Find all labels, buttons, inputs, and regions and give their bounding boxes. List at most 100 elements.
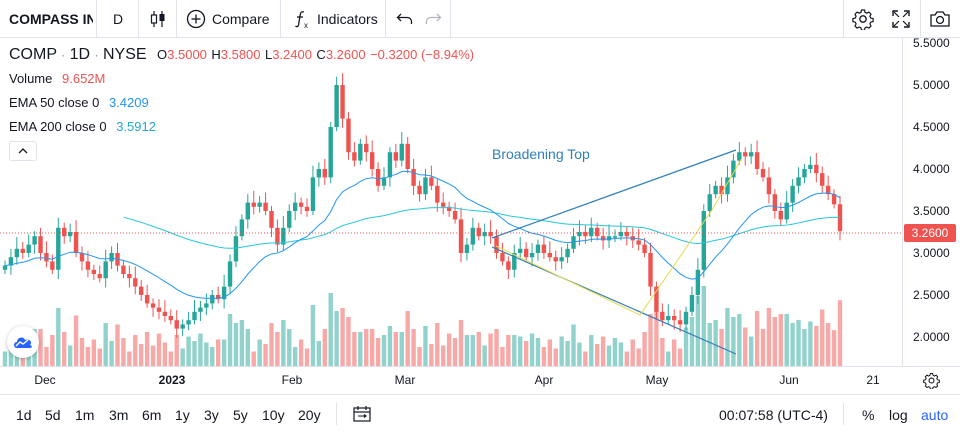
volume-bar bbox=[233, 323, 239, 366]
candle-body bbox=[381, 177, 387, 186]
volume-bar bbox=[825, 323, 831, 366]
volume-bar bbox=[523, 341, 529, 366]
candle-body bbox=[648, 253, 653, 287]
volume-bar bbox=[772, 317, 778, 366]
candle-body bbox=[340, 85, 345, 119]
log-scale-toggle[interactable]: log bbox=[889, 407, 908, 423]
legend-separator: · bbox=[61, 48, 66, 62]
candle-body bbox=[310, 177, 316, 211]
ema200-legend[interactable]: EMA 200 close 0 3.5912 bbox=[9, 119, 156, 134]
ema50-value: 3.4209 bbox=[108, 95, 149, 110]
range-1d[interactable]: 1d bbox=[16, 407, 32, 423]
settings-button[interactable] bbox=[852, 0, 874, 38]
candle-body bbox=[589, 227, 594, 237]
time-tick: 2023 bbox=[158, 373, 186, 387]
range-10y[interactable]: 10y bbox=[262, 407, 285, 423]
undo-button[interactable] bbox=[396, 0, 414, 38]
candle-body bbox=[85, 261, 91, 270]
volume-bar bbox=[210, 347, 215, 366]
clock-timezone[interactable]: 00:07:58 (UTC-4) bbox=[719, 407, 828, 423]
compare-button[interactable]: Compare bbox=[186, 0, 270, 38]
candle-body bbox=[411, 169, 416, 186]
collapse-legend-button[interactable] bbox=[9, 141, 37, 161]
range-1m[interactable]: 1m bbox=[75, 407, 95, 423]
candle-body bbox=[719, 185, 724, 195]
volume-bar bbox=[458, 320, 464, 366]
range-5d[interactable]: 5d bbox=[45, 407, 61, 423]
candle-body bbox=[346, 118, 351, 153]
fullscreen-button[interactable] bbox=[892, 0, 910, 38]
volume-bar bbox=[91, 339, 97, 366]
symbol-search[interactable]: COMPASS IN bbox=[9, 11, 93, 27]
candle-body bbox=[541, 244, 547, 253]
volume-legend[interactable]: Volume 9.652M bbox=[9, 71, 105, 86]
volume-bar bbox=[624, 351, 630, 366]
candle-body bbox=[239, 219, 245, 237]
volume-bar bbox=[535, 338, 541, 366]
candle-body bbox=[287, 211, 292, 228]
time-axis[interactable]: Dec 2023 Feb Mar Apr May Jun 21 bbox=[0, 366, 960, 394]
volume-bar bbox=[144, 332, 150, 366]
plus-circle-icon bbox=[186, 9, 206, 29]
percent-scale-toggle[interactable]: % bbox=[862, 407, 875, 423]
volume-value: 9.652M bbox=[62, 71, 106, 86]
high-label: H bbox=[211, 47, 221, 62]
screenshot-button[interactable] bbox=[929, 0, 951, 38]
divider bbox=[843, 0, 844, 38]
volume-bar bbox=[56, 308, 61, 366]
axis-settings-button[interactable] bbox=[923, 372, 940, 394]
candle-body bbox=[642, 244, 647, 253]
candle-body bbox=[186, 320, 191, 325]
candle-body bbox=[198, 307, 203, 312]
date-range-button[interactable] bbox=[353, 406, 371, 427]
volume-bar bbox=[334, 311, 339, 366]
candle-body bbox=[62, 227, 67, 237]
chart-style-button[interactable] bbox=[150, 0, 166, 38]
top-toolbar: COMPASS IN D Compare x Indicators bbox=[0, 0, 960, 38]
candle-body bbox=[417, 185, 422, 195]
volume-bar bbox=[50, 335, 55, 366]
candle-body bbox=[553, 257, 558, 262]
open-value: 3.5000 bbox=[167, 47, 207, 62]
high-value: 3.5800 bbox=[220, 47, 261, 62]
range-20y[interactable]: 20y bbox=[298, 407, 321, 423]
candle-body bbox=[20, 248, 25, 253]
camera-icon bbox=[930, 11, 950, 27]
ema50-legend[interactable]: EMA 50 close 0 3.4209 bbox=[9, 95, 149, 110]
price-chart[interactable] bbox=[0, 38, 902, 366]
price-axis[interactable]: 5.5000 5.0000 4.5000 4.0000 3.5000 3.000… bbox=[902, 36, 960, 366]
volume-bar bbox=[470, 335, 476, 366]
volume-bar bbox=[352, 332, 357, 366]
range-5y[interactable]: 5y bbox=[233, 407, 248, 423]
volume-bar bbox=[156, 333, 162, 366]
tradingview-logo[interactable] bbox=[7, 326, 39, 358]
volume-bar bbox=[677, 348, 683, 366]
pattern-label[interactable]: Broadening Top bbox=[492, 146, 590, 162]
candle-body bbox=[713, 185, 718, 195]
range-3m[interactable]: 3m bbox=[109, 407, 129, 423]
candle-body bbox=[50, 261, 55, 270]
indicators-button[interactable]: x Indicators bbox=[293, 0, 378, 38]
interval-button[interactable]: D bbox=[113, 11, 124, 27]
volume-bar bbox=[441, 345, 446, 366]
volume-bar bbox=[814, 326, 819, 366]
range-6m[interactable]: 6m bbox=[142, 407, 162, 423]
volume-bar bbox=[482, 345, 487, 366]
volume-bar bbox=[251, 351, 256, 366]
volume-bar bbox=[423, 326, 428, 366]
volume-bar bbox=[85, 347, 91, 366]
redo-button[interactable] bbox=[424, 0, 442, 38]
calendar-range-icon bbox=[353, 406, 371, 422]
last-price-label: 3.2600 bbox=[904, 224, 956, 242]
auto-scale-toggle[interactable]: auto bbox=[921, 407, 949, 423]
candle-body bbox=[790, 185, 795, 203]
candle-body bbox=[399, 143, 404, 161]
volume-bar bbox=[97, 348, 102, 366]
time-tick: Feb bbox=[281, 373, 303, 387]
range-3y[interactable]: 3y bbox=[204, 407, 219, 423]
candle-body bbox=[393, 152, 399, 161]
volume-bar bbox=[689, 317, 695, 366]
gear-icon bbox=[852, 9, 874, 30]
range-1y[interactable]: 1y bbox=[175, 407, 190, 423]
close-label: C bbox=[316, 47, 326, 62]
